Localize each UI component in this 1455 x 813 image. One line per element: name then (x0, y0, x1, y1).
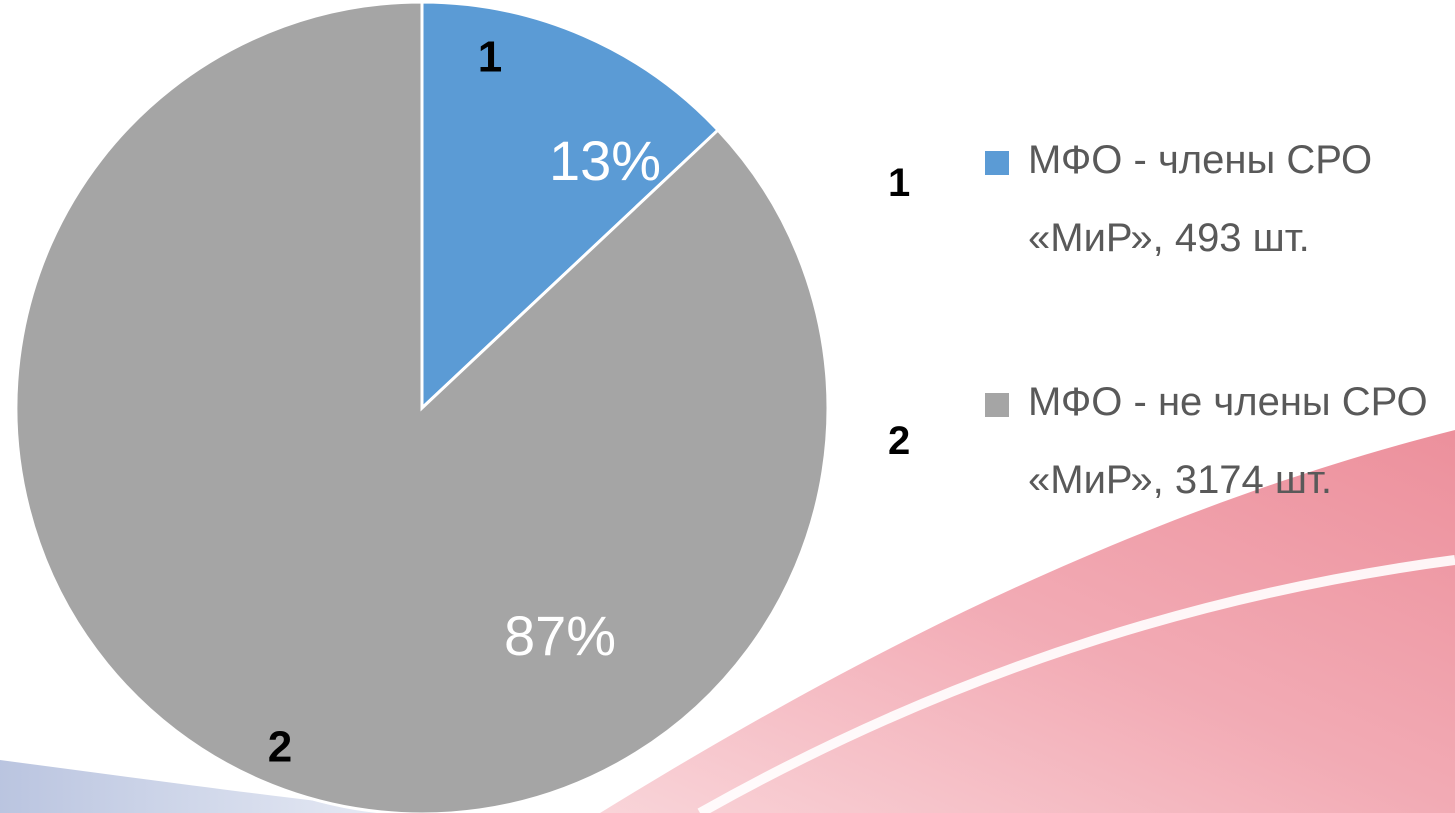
legend-entry: МФО - не члены СРО «МиР», 3174 шт. (985, 363, 1445, 519)
legend-swatch (985, 151, 1009, 175)
data-label: 87% (504, 604, 616, 667)
legend-number: 1 (888, 161, 911, 205)
slice-number: 1 (478, 33, 502, 82)
background-swoosh (600, 430, 1455, 813)
slice-number: 2 (268, 723, 292, 772)
pie-slice (14, 0, 830, 813)
legend: МФО - члены СРО «МиР», 493 шт. МФО - не ч… (985, 121, 1445, 519)
legend-number: 2 (888, 419, 911, 463)
legend-entry: МФО - члены СРО «МиР», 493 шт. (985, 121, 1445, 277)
data-label: 13% (549, 129, 661, 192)
background-swoosh (697, 555, 1455, 813)
legend-label: МФО - члены СРО «МиР», 493 шт. (1028, 138, 1373, 260)
pie-slice (420, 0, 721, 412)
pie: 13% 1 87% 2 (14, 0, 830, 813)
legend-label: МФО - не члены СРО «МиР», 3174 шт. (1028, 380, 1428, 502)
background-swoosh (0, 760, 420, 813)
legend-swatch (985, 393, 1009, 417)
